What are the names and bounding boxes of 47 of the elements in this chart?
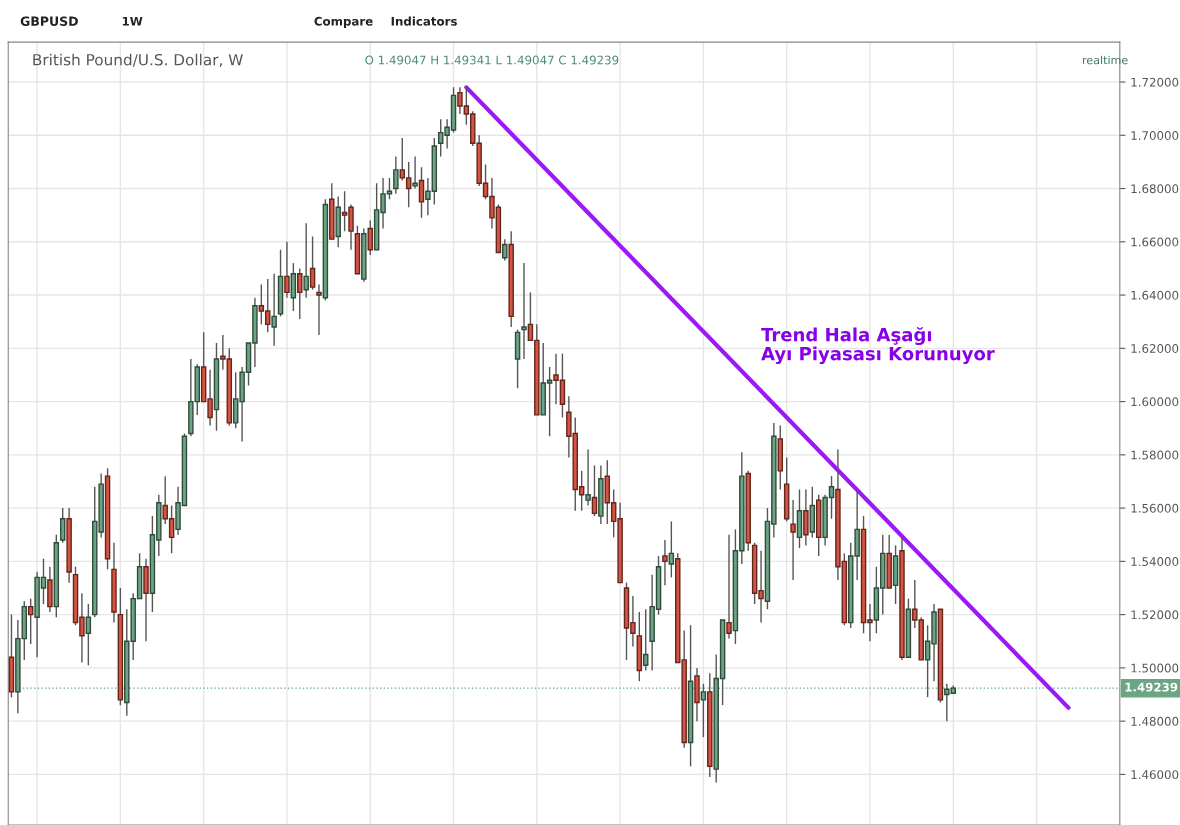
y-tick-label: 1.68000 [1131,184,1179,194]
candlestick [591,464,598,517]
text: GBPUSD [20,16,78,26]
y-tick-label: 1.52000 [1131,610,1179,620]
y-tick-label: 1.70000 [1131,131,1179,140]
candlestick [726,534,732,640]
y-tick-label: 1.58000 [1131,450,1179,460]
candlestick [790,499,796,581]
y-tick-label: 1.60000 [1131,397,1179,407]
annotation: O 1.49047 H 1.49341 L 1.49047 C 1.49239 [365,55,619,65]
annotation: Trend Hala Aşağı Ayı Piyasası Korunuyor [761,327,995,365]
y-tick-label: 1.64000 [1131,290,1179,300]
ref-line-label: 1.49239 [1125,682,1178,692]
y-tick-label: 1.72000 [1131,77,1179,87]
y-tick-label: 1.62000 [1131,344,1179,353]
candlestick [585,448,591,507]
text: Indicators [391,16,457,26]
y-tick-label: 1.48000 [1131,716,1179,726]
y-tick-label: 1.56000 [1131,503,1179,513]
candlestick [290,262,297,312]
candlestick [662,539,668,587]
candlestick [668,520,675,579]
candlestick [393,155,399,195]
text: British Pound/U.S. Dollar, W [33,53,243,68]
candlestick [85,603,92,666]
candlestick [297,267,303,320]
candlestick [412,155,418,190]
candlestick [284,241,290,299]
y-tick-label: 1.54000 [1131,557,1179,567]
candlestick [521,262,527,360]
text: realtime [1083,55,1128,65]
candlestick [316,283,322,336]
text: 1W [122,16,143,26]
candlestick [803,488,809,547]
y-tick-label: 1.50000 [1131,663,1179,673]
candlestick [367,219,373,256]
candlestick [642,608,649,672]
candlestick [502,238,508,262]
y-tick-label: 1.66000 [1131,237,1179,247]
candlestick [271,273,277,347]
candlestick [27,597,34,645]
candlestick [59,507,66,544]
y-tick-label: 1.46000 [1131,770,1179,780]
text: Compare [314,16,373,28]
candlestick [309,235,316,291]
candlestick [303,222,309,299]
candlestick [418,166,425,219]
